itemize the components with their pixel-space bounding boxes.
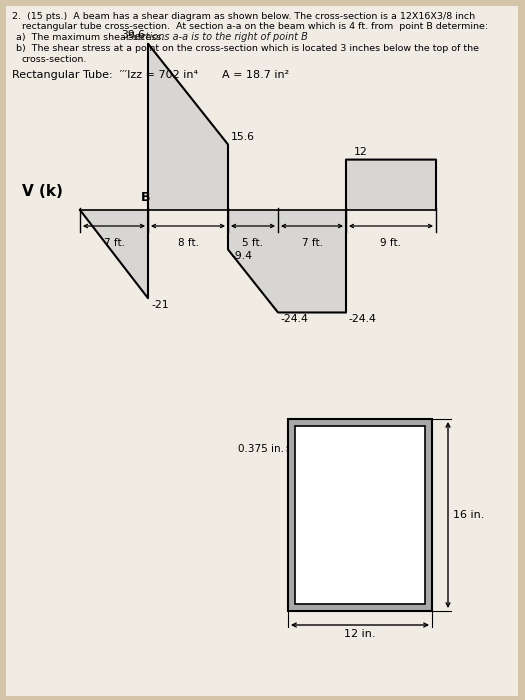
Text: 7 ft.: 7 ft. <box>301 238 322 248</box>
Text: 12 in.: 12 in. <box>344 629 376 639</box>
Text: 16 in.: 16 in. <box>453 510 485 520</box>
Text: 2.  (15 pts.)  A beam has a shear diagram as shown below. The cross-section is a: 2. (15 pts.) A beam has a shear diagram … <box>12 12 475 21</box>
Text: -21: -21 <box>151 300 169 310</box>
Polygon shape <box>278 210 346 312</box>
Text: cross-section.: cross-section. <box>22 55 87 64</box>
Text: -24.4: -24.4 <box>348 314 376 325</box>
Text: b)  The shear stress at a point on the cross-section which is located 3 inches b: b) The shear stress at a point on the cr… <box>16 44 479 53</box>
Polygon shape <box>148 43 228 210</box>
Bar <box>288 419 432 611</box>
Bar <box>295 426 425 604</box>
Text: V (k): V (k) <box>22 185 63 200</box>
Text: 7 ft.: 7 ft. <box>103 238 124 248</box>
Polygon shape <box>346 160 436 210</box>
Text: 0.375 in.: 0.375 in. <box>238 444 284 454</box>
Text: -24.4: -24.4 <box>280 314 308 325</box>
Text: 5 ft.: 5 ft. <box>243 238 264 248</box>
Text: 39.6: 39.6 <box>121 29 145 40</box>
Text: B: B <box>141 191 151 204</box>
Text: Sections a-a is to the right of point B: Sections a-a is to the right of point B <box>128 32 308 42</box>
Text: a)  The maximum shear stress.: a) The maximum shear stress. <box>16 33 164 42</box>
Text: rectangular tube cross-section.  At section a-a on the beam which is 4 ft. from : rectangular tube cross-section. At secti… <box>22 22 488 31</box>
Text: 9 ft.: 9 ft. <box>381 238 402 248</box>
Text: 8 ft.: 8 ft. <box>177 238 198 248</box>
Text: A = 18.7 in²: A = 18.7 in² <box>222 70 289 80</box>
Text: 12: 12 <box>354 146 368 157</box>
Text: 15.6: 15.6 <box>231 132 255 143</box>
FancyBboxPatch shape <box>6 6 518 696</box>
Polygon shape <box>80 210 148 298</box>
Polygon shape <box>228 210 278 312</box>
Text: -9.4: -9.4 <box>231 251 252 262</box>
Text: Rectangular Tube:  ′′′Izz = 702 in⁴: Rectangular Tube: ′′′Izz = 702 in⁴ <box>12 70 198 80</box>
